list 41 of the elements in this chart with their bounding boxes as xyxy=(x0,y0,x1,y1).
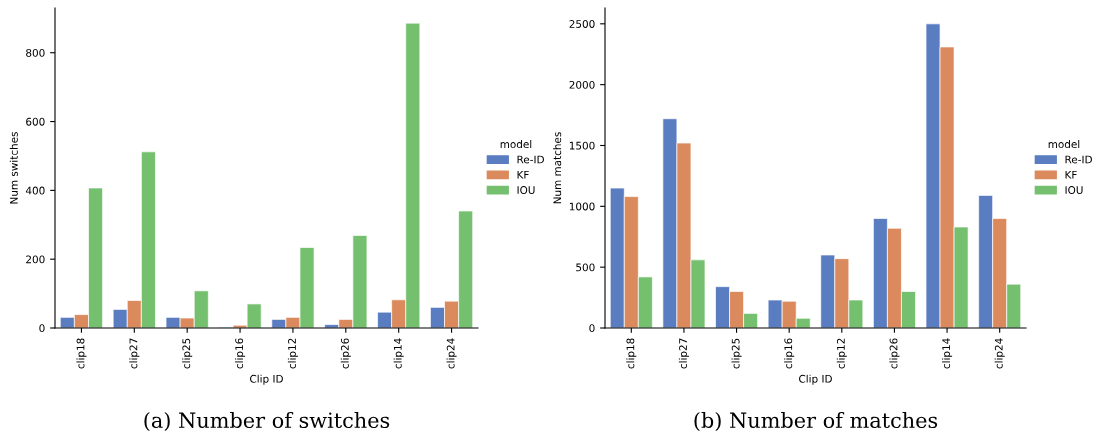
x-tick-label: clip25 xyxy=(182,338,193,369)
x-axis-title: Clip ID xyxy=(250,374,283,385)
legend-label: IOU xyxy=(517,186,535,194)
y-tick-label: 800 xyxy=(26,48,45,57)
legend-title: model xyxy=(1048,140,1080,149)
y-tick-label: 500 xyxy=(576,263,595,272)
x-tick-label: clip24 xyxy=(446,338,457,369)
x-tick-label: clip14 xyxy=(942,338,953,369)
x-tick-label: clip18 xyxy=(76,338,87,369)
y-tick-label: 200 xyxy=(26,255,45,264)
x-tick-label: clip12 xyxy=(836,338,847,369)
legend-label: KF xyxy=(1065,170,1077,179)
x-tick-label: clip25 xyxy=(731,338,742,369)
x-tick-label: clip27 xyxy=(129,338,140,369)
y-tick-label: 600 xyxy=(26,117,45,126)
x-tick-label: clip26 xyxy=(340,338,351,369)
y-tick-label: 400 xyxy=(25,186,45,195)
y-tick-label: 1000 xyxy=(569,202,595,211)
y-tick-label: 0 xyxy=(39,324,45,333)
x-tick-label: clip14 xyxy=(393,338,404,369)
x-tick-label: clip26 xyxy=(889,338,900,369)
legend-label: IOU xyxy=(1065,186,1083,194)
legend-label: KF xyxy=(517,170,529,179)
x-tick-label: clip24 xyxy=(994,338,1005,369)
y-tick-label: 2000 xyxy=(569,80,595,89)
x-tick-label: clip18 xyxy=(626,338,637,369)
legend-label: Re-ID xyxy=(517,155,544,164)
text: (b) Number of matches xyxy=(694,411,938,431)
legend-title: model xyxy=(500,140,532,149)
text: (a) Number of switches xyxy=(144,411,390,431)
legend-label: Re-ID xyxy=(1065,155,1092,164)
x-tick-label: clip16 xyxy=(235,338,246,369)
x-tick-label: clip12 xyxy=(287,338,298,369)
y-axis-title: Num switches xyxy=(9,132,18,204)
y-tick-label: 1500 xyxy=(569,141,595,150)
x-tick-label: clip27 xyxy=(678,338,689,369)
y-tick-label: 0 xyxy=(589,324,595,333)
x-axis-title: Clip ID xyxy=(799,374,832,385)
x-tick-label: clip16 xyxy=(784,338,795,369)
y-tick-label: 2500 xyxy=(569,20,595,28)
y-axis-title: Num matches xyxy=(553,132,562,204)
